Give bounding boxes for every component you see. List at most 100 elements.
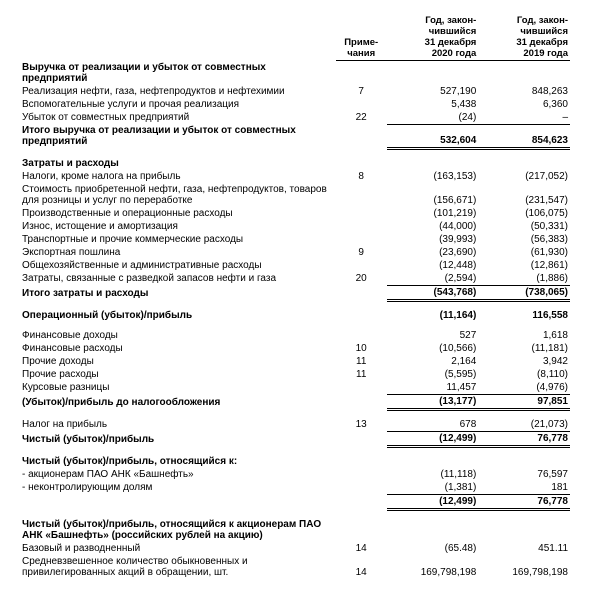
table-row: Выручка от реализации и убыток от совмес… (20, 61, 570, 85)
row-label: Итого выручка от реализации и убыток от … (20, 124, 336, 148)
table-row: Транспортные и прочие коммерческие расхо… (20, 233, 570, 246)
row-value-2019: (1,886) (478, 272, 570, 286)
table-row: Финансовые расходы10(10,566)(11,181) (20, 342, 570, 355)
table-row: Производственные и операционные расходы (… (20, 207, 570, 220)
row-value-2020: (543,768) (387, 285, 479, 300)
table-row: Убыток от совместных предприятий22(24)– (20, 111, 570, 125)
row-value-2020: (12,499) (387, 431, 479, 446)
row-value-2019: 854,623 (478, 124, 570, 148)
row-note: 14 (336, 542, 387, 555)
row-note: 13 (336, 418, 387, 432)
row-value-2020: 5,438 (387, 98, 479, 111)
row-value-2019 (478, 157, 570, 170)
table-row: Налоги, кроме налога на прибыль8(163,153… (20, 170, 570, 183)
row-value-2020: (2,594) (387, 272, 479, 286)
table-row: (Убыток)/прибыль до налогообложения (13,1… (20, 394, 570, 409)
row-label: Финансовые расходы (20, 342, 336, 355)
row-label: Средневзвешенное количество обыкновенных… (20, 555, 336, 579)
row-value-2019: (56,383) (478, 233, 570, 246)
row-label: Выручка от реализации и убыток от совмес… (20, 61, 336, 85)
table-row: Износ, истощение и амортизация(44,000)(5… (20, 220, 570, 233)
row-value-2020: 11,457 (387, 381, 479, 395)
financial-table: Приме-чания Год, закон-чившийся31 декабр… (20, 14, 570, 579)
row-note (336, 61, 387, 85)
table-row: Стоимость приобретенной нефти, газа, неф… (20, 183, 570, 207)
row-value-2019: (106,075) (478, 207, 570, 220)
row-value-2019: 6,360 (478, 98, 570, 111)
row-label: - акционерам ПАО АНК «Башнефть» (20, 468, 336, 481)
table-row: Курсовые разницы11,457(4,976) (20, 381, 570, 395)
table-row: Финансовые доходы5271,618 (20, 329, 570, 342)
row-value-2019: 3,942 (478, 355, 570, 368)
row-value-2020: (5,595) (387, 368, 479, 381)
row-label: Транспортные и прочие коммерческие расхо… (20, 233, 336, 246)
row-value-2019: (738,065) (478, 285, 570, 300)
header-2020: Год, закон-чившийся31 декабря2020 года (387, 14, 479, 61)
row-value-2020: (13,177) (387, 394, 479, 409)
row-label: Чистый (убыток)/прибыль (20, 431, 336, 446)
row-value-2020: (23,690) (387, 246, 479, 259)
table-row: Реализация нефти, газа, нефтепродуктов и… (20, 85, 570, 98)
table-row: Прочие расходы11(5,595)(8,110) (20, 368, 570, 381)
row-value-2020: (12,448) (387, 259, 479, 272)
row-label: Прочие расходы (20, 368, 336, 381)
row-value-2019: (50,331) (478, 220, 570, 233)
row-note (336, 394, 387, 409)
table-row: Вспомогательные услуги и прочая реализац… (20, 98, 570, 111)
row-value-2020: (65.48) (387, 542, 479, 555)
table-row: Операционный (убыток)/прибыль(11,164)116… (20, 309, 570, 322)
row-label: Стоимость приобретенной нефти, газа, неф… (20, 183, 336, 207)
row-value-2020 (387, 518, 479, 542)
row-note (336, 233, 387, 246)
table-row: Чистый (убыток)/прибыль, относящийся к а… (20, 518, 570, 542)
row-value-2019 (478, 518, 570, 542)
table-row: Налог на прибыль13678(21,073) (20, 418, 570, 432)
table-row: Затраты, связанные с разведкой запасов н… (20, 272, 570, 286)
row-note (336, 157, 387, 170)
row-label: - неконтролирующим долям (20, 481, 336, 495)
row-label: Базовый и разводненный (20, 542, 336, 555)
row-note (336, 468, 387, 481)
table-row (20, 322, 570, 329)
row-value-2019: (217,052) (478, 170, 570, 183)
row-value-2019: 76,778 (478, 431, 570, 446)
table-row (20, 148, 570, 157)
row-label: Налог на прибыль (20, 418, 336, 432)
row-note: 9 (336, 246, 387, 259)
row-note: 8 (336, 170, 387, 183)
table-row: Экспортная пошлина9(23,690)(61,930) (20, 246, 570, 259)
row-label: Затраты и расходы (20, 157, 336, 170)
row-value-2020: 527,190 (387, 85, 479, 98)
row-value-2020: (11,118) (387, 468, 479, 481)
row-value-2019 (478, 455, 570, 468)
row-label: Финансовые доходы (20, 329, 336, 342)
table-row: - неконтролирующим долям(1,381)181 (20, 481, 570, 495)
row-note (336, 207, 387, 220)
table-row: Базовый и разводненный14(65.48)451.11 (20, 542, 570, 555)
row-label: (Убыток)/прибыль до налогообложения (20, 394, 336, 409)
table-row (20, 409, 570, 418)
header-note: Приме-чания (336, 14, 387, 61)
row-note (336, 431, 387, 446)
row-note (336, 481, 387, 495)
row-value-2019: (21,073) (478, 418, 570, 432)
table-row (20, 509, 570, 518)
row-value-2019: 451.11 (478, 542, 570, 555)
row-label: Производственные и операционные расходы (20, 207, 336, 220)
row-label: Реализация нефти, газа, нефтепродуктов и… (20, 85, 336, 98)
row-note (336, 518, 387, 542)
header-2019: Год, закон-чившийся31 декабря2019 года (478, 14, 570, 61)
row-value-2020 (387, 61, 479, 85)
row-value-2020: 169,798,198 (387, 555, 479, 579)
row-value-2019: 97,851 (478, 394, 570, 409)
row-value-2020: (101,219) (387, 207, 479, 220)
row-note: 20 (336, 272, 387, 286)
row-note (336, 309, 387, 322)
table-row: Средневзвешенное количество обыкновенных… (20, 555, 570, 579)
row-value-2019: 76,778 (478, 494, 570, 509)
row-value-2020: (39,993) (387, 233, 479, 246)
row-value-2019: (8,110) (478, 368, 570, 381)
row-label: Чистый (убыток)/прибыль, относящийся к а… (20, 518, 336, 542)
row-value-2020: (44,000) (387, 220, 479, 233)
row-value-2019: 1,618 (478, 329, 570, 342)
